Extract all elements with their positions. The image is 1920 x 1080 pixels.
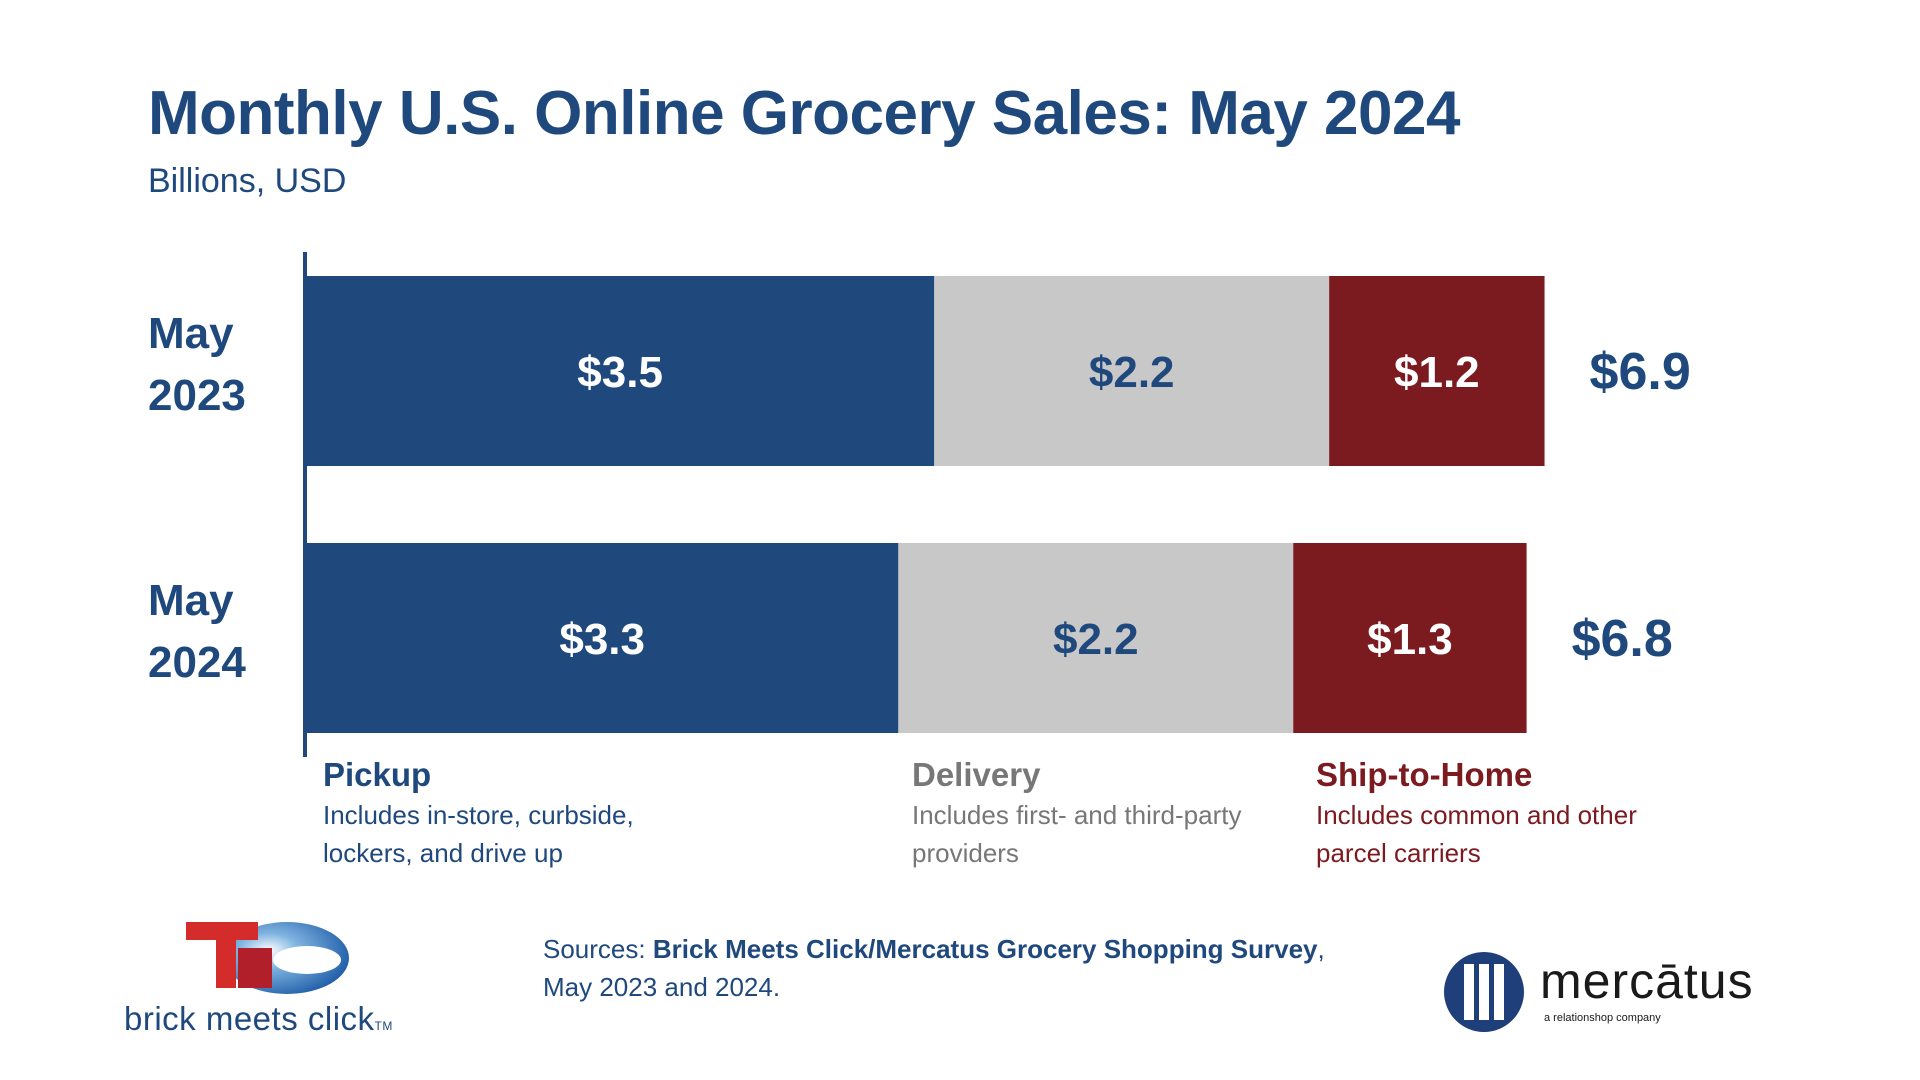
- bar-segment-delivery: [934, 276, 1330, 466]
- category-label: May 2024: [148, 576, 246, 687]
- legend-item-delivery: Delivery Includes first- and third-party…: [912, 754, 1272, 872]
- total-label: $6.9: [1590, 343, 1691, 401]
- legend-description: Includes first- and third-party provider…: [912, 800, 1242, 868]
- chart-subtitle: Billions, USD: [148, 162, 347, 200]
- legend-name: Pickup: [323, 756, 432, 793]
- legend-item-ship-to-home: Ship-to-Home Includes common and other p…: [1316, 754, 1676, 872]
- sources-suffix: ,: [1317, 934, 1325, 964]
- sources-note: Sources: Brick Meets Click/Mercatus Groc…: [543, 930, 1343, 1006]
- data-label: $1.3: [1367, 615, 1453, 664]
- mercatus-logo-icon: [1444, 952, 1524, 1032]
- category-label: May 2023: [148, 309, 246, 420]
- bar-segment-pickup: [306, 543, 899, 733]
- legend-name: Ship-to-Home: [1316, 756, 1533, 793]
- legend-description: Includes common and other parcel carrier…: [1316, 800, 1637, 868]
- sources-prefix: Sources:: [543, 934, 653, 964]
- data-label: $2.2: [1089, 348, 1175, 397]
- brick-meets-click-wordmark: brick meets clickTM: [124, 1000, 393, 1037]
- brick-meets-click-logo-icon: [186, 922, 349, 994]
- data-label: $1.2: [1394, 348, 1480, 397]
- bar-segment-ship-to-home: [1329, 276, 1545, 466]
- legend-item-pickup: Pickup Includes in-store, curbside, lock…: [323, 754, 683, 872]
- sources-date: May 2023 and 2024.: [543, 972, 781, 1002]
- legend-name: Delivery: [912, 756, 1041, 793]
- sources-survey-name: Brick Meets Click/Mercatus Grocery Shopp…: [652, 934, 1318, 964]
- total-label: $6.8: [1572, 610, 1673, 668]
- bar-segment-pickup: [306, 276, 935, 466]
- bar-segment-ship-to-home: [1293, 543, 1527, 733]
- mercatus-tagline: a relationshop company: [1544, 1012, 1661, 1024]
- mercatus-wordmark: mercātus: [1540, 953, 1754, 1009]
- legend-description: Includes in-store, curbside, lockers, an…: [323, 800, 634, 868]
- data-label: $3.3: [559, 615, 645, 664]
- chart-title: Monthly U.S. Online Grocery Sales: May 2…: [148, 79, 1460, 148]
- data-label: $3.5: [577, 348, 663, 397]
- data-label: $2.2: [1053, 615, 1139, 664]
- bar-segment-delivery: [898, 543, 1294, 733]
